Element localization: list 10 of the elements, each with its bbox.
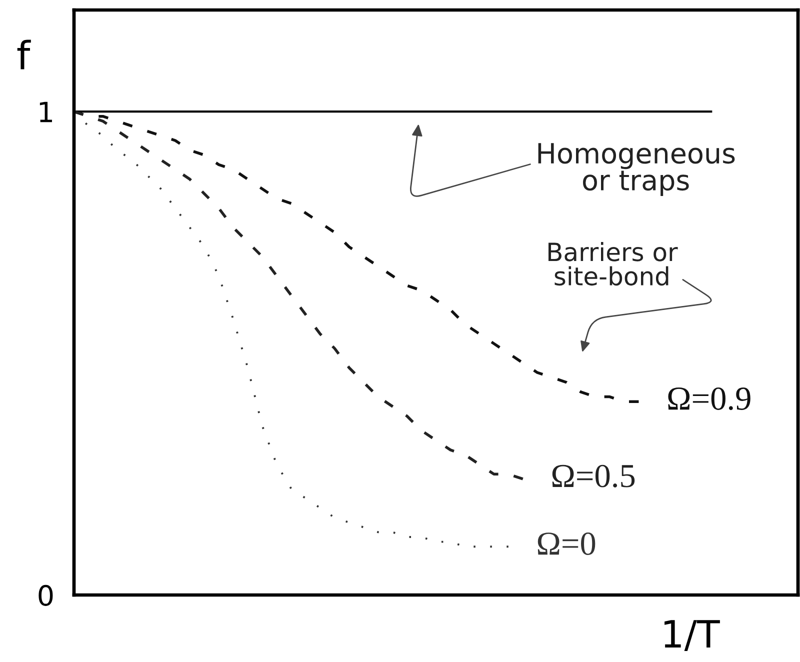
y-tick-label: 0 xyxy=(38,584,53,606)
series-label: Ω=0.5 xyxy=(552,464,635,488)
y-axis-title: f xyxy=(17,40,31,70)
annotation: Homogeneous or traps xyxy=(538,143,735,196)
y-tick-label: 1 xyxy=(40,102,52,122)
series-label: Ω=0 xyxy=(538,532,596,555)
line-series xyxy=(74,110,524,480)
annotation: Barriers or site-bond xyxy=(548,242,678,286)
series-label: Ω=0.9 xyxy=(668,387,750,410)
x-axis-title: 1/T xyxy=(664,620,720,651)
